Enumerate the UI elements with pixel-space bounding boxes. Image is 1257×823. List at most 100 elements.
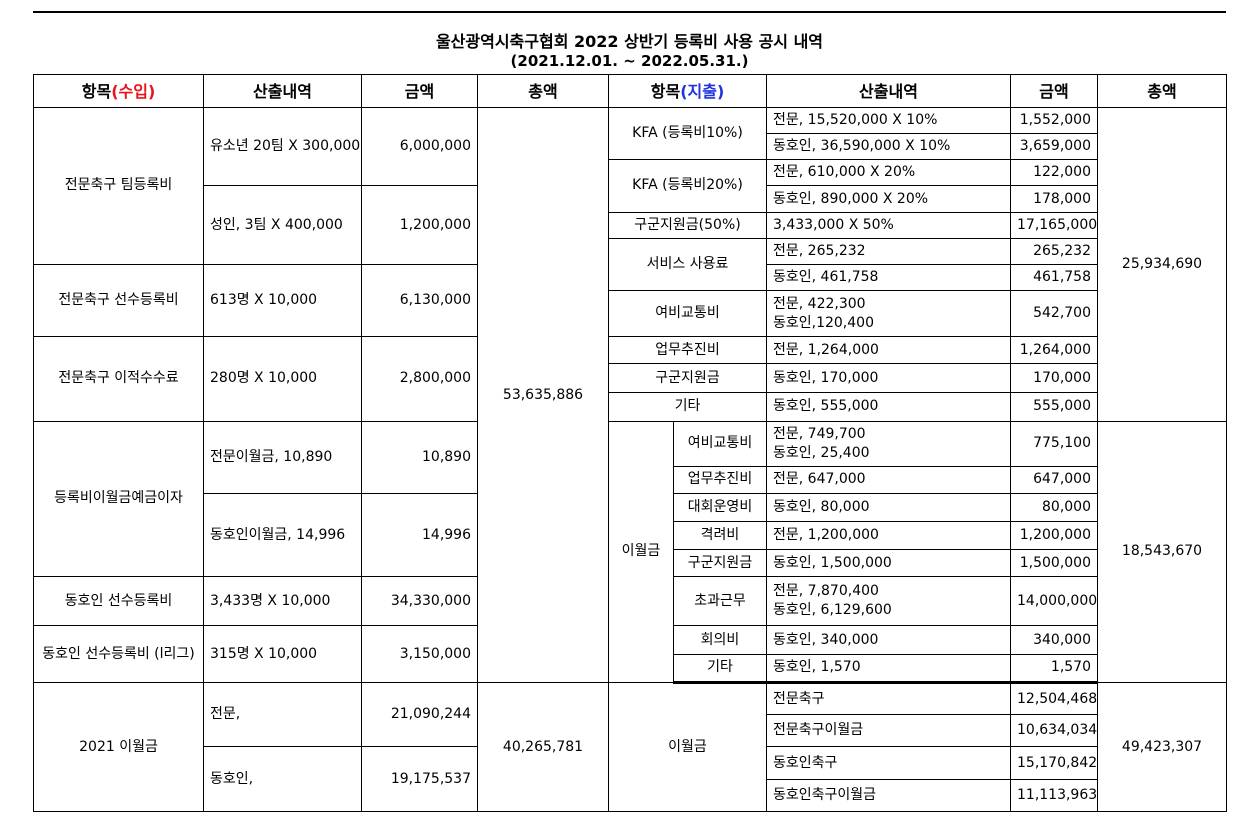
table-row: 업무추진비 전문, 647,000 647,000 — [34, 465, 1227, 494]
header-expense-amount: 금액 — [1010, 73, 1098, 109]
expense-kfa10-r1-amount: 1,552,000 — [1010, 107, 1098, 135]
expense-carry-out-label: 이월금 — [608, 682, 767, 812]
table-row: 전문축구 선수등록비 613명 X 10,000 6,130,000 동호인, … — [33, 263, 1227, 338]
expense-cg-overtime-calc-1: 전문, 7,870,400 — [773, 583, 879, 600]
income-league-label: 동호인 선수등록비 (l리그) — [33, 625, 204, 684]
expense-cg-meeting-calc: 동호인, 340,000 — [766, 625, 1011, 655]
table-row: 성인, 3팀 X 400,000 1,200,000 동호인, 890,000 … — [34, 185, 1227, 265]
table-row: 구군지원금 동호인, 170,000 170,000 — [34, 363, 1227, 394]
income-total: 53,635,886 — [477, 107, 609, 684]
table-row: 동호인, 36,590,000 X 10% 3,659,000 — [34, 133, 1227, 161]
expense-cg-council-amount: 80,000 — [1010, 492, 1098, 522]
income-carry-pro-amount: 21,090,244 — [361, 682, 478, 748]
table-row: 2021 이월금 전문, 21,090,244 40,265,781 이월금 전… — [33, 682, 1227, 812]
expense-carry-out-r4-label: 동호인축구이월금 — [766, 778, 1011, 813]
income-carry-club-calc: 동호인, — [203, 746, 362, 812]
income-club-player-calc: 3,433명 X 10,000 — [203, 576, 362, 627]
expense-service-r1-calc: 전문, 265,232 — [766, 237, 1011, 265]
document-period: (2021.12.01. ~ 2022.05.31.) — [510, 52, 749, 70]
expense-kfa20-label: KFA (등록비20%) — [608, 159, 767, 213]
expense-carry-group-total: 18,543,670 — [1097, 420, 1227, 684]
income-interest-pro-calc: 전문이월금, 10,890 — [203, 420, 362, 494]
table-row: 기타 동호인, 555,000 555,000 — [34, 392, 1227, 422]
table-row: 전문축구 팀등록비 유소년 20팀 X 300,000 6,000,000 53… — [33, 107, 1227, 684]
expense-carry-out-r4-amount: 11,113,963 — [1010, 778, 1098, 813]
expense-cg-travel-amount: 775,100 — [1010, 420, 1098, 467]
expense-business-label: 업무추진비 — [608, 336, 767, 365]
income-club-player-amount: 34,330,000 — [361, 576, 478, 627]
expense-travel-calc-1: 전문, 422,300 — [773, 295, 866, 312]
expense-other-label: 기타 — [608, 392, 767, 422]
income-carry-club-amount: 19,175,537 — [361, 746, 478, 812]
expense-cg-encourage-label: 격려비 — [673, 520, 767, 551]
header-income-calc: 산출내역 — [203, 73, 362, 109]
expense-district-amount: 170,000 — [1010, 363, 1098, 394]
expense-cg-overtime-calc-2: 동호인, 6,129,600 — [773, 602, 892, 619]
table-header-row: 항목(수입) 산출내역 금액 총액 항목(지출) 산출내역 금액 총액 — [33, 73, 1227, 109]
header-income-item: 항목(수입) — [33, 73, 204, 109]
expense-cg-overtime-label: 초과근무 — [673, 576, 767, 627]
expense-kfa20-r1-amount: 122,000 — [1010, 159, 1098, 187]
expense-cg-meeting-label: 회의비 — [673, 625, 767, 655]
income-interest-club-calc: 동호인이월금, 14,996 — [203, 492, 362, 578]
expense-other-calc: 동호인, 555,000 — [766, 392, 1011, 422]
table-row: 기타 동호인, 1,570 1,570 — [34, 653, 1227, 682]
expense-business-calc: 전문, 1,264,000 — [766, 336, 1011, 365]
table-row: 전문축구 이적수수료 280명 X 10,000 2,800,000 업무추진비… — [33, 336, 1227, 422]
expense-other-amount: 555,000 — [1010, 392, 1098, 422]
expense-carry-out-r1-amount: 12,504,468 — [1010, 682, 1098, 716]
expense-cg-travel-calc-1: 전문, 749,700 — [773, 425, 866, 442]
expense-total-1: 25,934,690 — [1097, 107, 1227, 422]
income-carry-pro-calc: 전문, — [203, 682, 362, 748]
expense-cg-business-label: 업무추진비 — [673, 465, 767, 494]
expense-carry-out-r1-label: 전문축구 — [766, 682, 1011, 716]
expense-travel-amount: 542,700 — [1010, 289, 1098, 338]
expense-kfa10-r2-amount: 3,659,000 — [1010, 133, 1098, 161]
expense-cg-district-label: 구군지원금 — [673, 549, 767, 578]
divider-cell — [1010, 680, 1098, 684]
header-income-total: 총액 — [477, 73, 609, 109]
expense-carry-out-r2-amount: 10,634,034 — [1010, 714, 1098, 748]
expense-district50-label: 구군지원금(50%) — [608, 211, 767, 239]
expense-district50-amount: 17,165,000 — [1010, 211, 1098, 239]
expense-carry-out-total: 49,423,307 — [1097, 682, 1227, 812]
expense-cg-district-calc: 동호인, 1,500,000 — [766, 549, 1011, 578]
expense-district-calc: 동호인, 170,000 — [766, 363, 1011, 394]
table-row: 동호인 선수등록비 3,433명 X 10,000 34,330,000 초과근… — [33, 576, 1227, 627]
income-team-label: 전문축구 팀등록비 — [33, 107, 204, 265]
table-row: 서비스 사용료 전문, 265,232 265,232 — [34, 237, 1227, 291]
table-row — [34, 680, 1227, 684]
header-income-amount: 금액 — [361, 73, 478, 109]
expense-travel-calc-2: 동호인,120,400 — [773, 314, 874, 331]
expense-kfa20-r2-amount: 178,000 — [1010, 185, 1098, 213]
expense-cg-travel-calc-2: 동호인, 25,400 — [773, 444, 870, 461]
income-player-label: 전문축구 선수등록비 — [33, 263, 204, 338]
expense-cg-business-amount: 647,000 — [1010, 465, 1098, 494]
income-adult-calc: 성인, 3팀 X 400,000 — [203, 185, 362, 265]
expense-service-r1-amount: 265,232 — [1010, 237, 1098, 265]
expense-cg-other-calc: 동호인, 1,570 — [766, 653, 1011, 682]
expense-cg-council-label: 대회운영비 — [673, 492, 767, 522]
expense-cg-other-label: 기타 — [673, 653, 767, 682]
expense-cg-council-calc: 동호인, 80,000 — [766, 492, 1011, 522]
document-title: 울산광역시축구협회 2022 상반기 등록비 사용 공시 내역 — [435, 32, 824, 51]
expense-travel-label: 여비교통비 — [608, 289, 767, 338]
table-row: 여비교통비 전문, 422,300 동호인,120,400 542,700 — [34, 289, 1227, 338]
expense-cg-business-calc: 전문, 647,000 — [766, 465, 1011, 494]
expense-travel-calc: 전문, 422,300 동호인,120,400 — [766, 289, 1011, 338]
income-interest-label: 등록비이월금예금이자 — [33, 420, 204, 578]
header-expense-item: 항목(지출) — [608, 73, 767, 109]
expense-carry-out-r3-label: 동호인축구 — [766, 746, 1011, 780]
expense-cg-encourage-amount: 1,200,000 — [1010, 520, 1098, 551]
expense-kfa20-r2-calc: 동호인, 890,000 X 20% — [766, 185, 1011, 213]
income-player-amount: 6,130,000 — [361, 263, 478, 338]
expense-service-label: 서비스 사용료 — [608, 237, 767, 291]
expense-cg-other-amount: 1,570 — [1010, 653, 1098, 682]
expense-carry-out-r3-amount: 15,170,842 — [1010, 746, 1098, 780]
expense-cg-travel-label: 여비교통비 — [673, 420, 767, 467]
income-adult-amount: 1,200,000 — [361, 185, 478, 265]
table-row: 전문축구이월금 10,634,034 — [34, 714, 1227, 748]
expense-cg-district-amount: 1,500,000 — [1010, 549, 1098, 578]
table-row: 동호인, 19,175,537 동호인축구 15,170,842 — [34, 746, 1227, 812]
expense-disclosure-table: 항목(수입) 산출내역 금액 총액 항목(지출) 산출내역 금액 총액 전문축구… — [33, 73, 1227, 813]
